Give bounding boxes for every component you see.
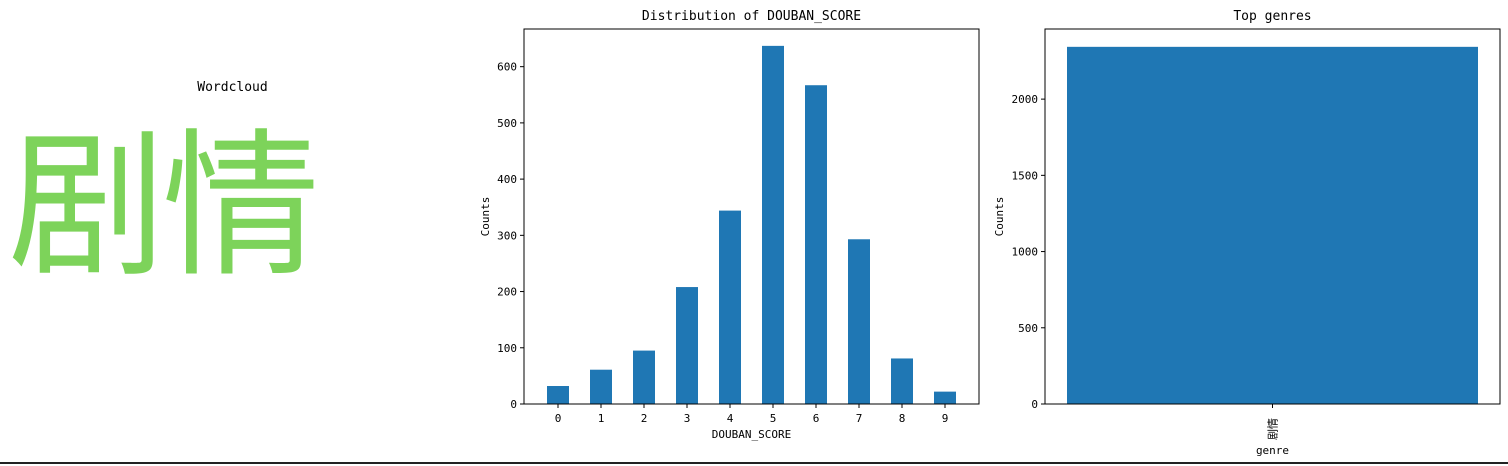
y-axis-label: Counts (993, 197, 1006, 237)
y-tick-label: 500 (1018, 322, 1038, 335)
y-tick-label: 600 (497, 61, 517, 74)
x-axis-label: DOUBAN_SCORE (712, 428, 791, 441)
y-tick-label: 300 (497, 229, 517, 242)
y-tick-label: 2000 (1012, 93, 1039, 106)
chart-title: Distribution of DOUBAN_SCORE (642, 9, 861, 24)
x-tick-label: 0 (555, 412, 562, 425)
x-tick-label: 2 (641, 412, 648, 425)
chart-title: Top genres (1233, 9, 1311, 24)
y-tick-label: 200 (497, 286, 517, 299)
bar-6 (805, 85, 827, 404)
x-tick-label: 8 (899, 412, 906, 425)
x-tick-label: 3 (684, 412, 691, 425)
y-tick-label: 100 (497, 342, 517, 355)
y-axis-label: Counts (479, 197, 492, 237)
y-tick-label: 400 (497, 173, 517, 186)
plot-frame (523, 28, 980, 405)
bar-4 (719, 210, 741, 404)
y-tick-label: 0 (1031, 398, 1038, 411)
x-tick-label: 剧情 (1267, 418, 1280, 440)
wordcloud-title: Wordcloud (197, 80, 268, 95)
x-tick-label: 4 (727, 412, 734, 425)
wordcloud-word: 剧情 (8, 115, 320, 299)
bar-7 (848, 239, 870, 404)
x-tick-label: 5 (770, 412, 777, 425)
bottom-divider (0, 462, 1508, 464)
bar-剧情 (1067, 46, 1478, 405)
x-tick-label: 9 (942, 412, 949, 425)
bar-8 (891, 358, 913, 404)
bar-0 (547, 386, 569, 404)
bar-3 (676, 287, 698, 404)
bar-9 (934, 391, 956, 404)
bar-2 (633, 350, 655, 404)
y-tick-label: 1500 (1012, 169, 1039, 182)
bar-5 (762, 45, 784, 404)
x-tick-label: 7 (856, 412, 863, 425)
x-axis-label: genre (1256, 444, 1289, 457)
bar-1 (590, 369, 612, 404)
x-tick-label: 1 (598, 412, 605, 425)
x-tick-label: 6 (813, 412, 820, 425)
y-tick-label: 1000 (1012, 246, 1039, 259)
y-tick-label: 500 (497, 117, 517, 130)
y-tick-label: 0 (510, 398, 517, 411)
